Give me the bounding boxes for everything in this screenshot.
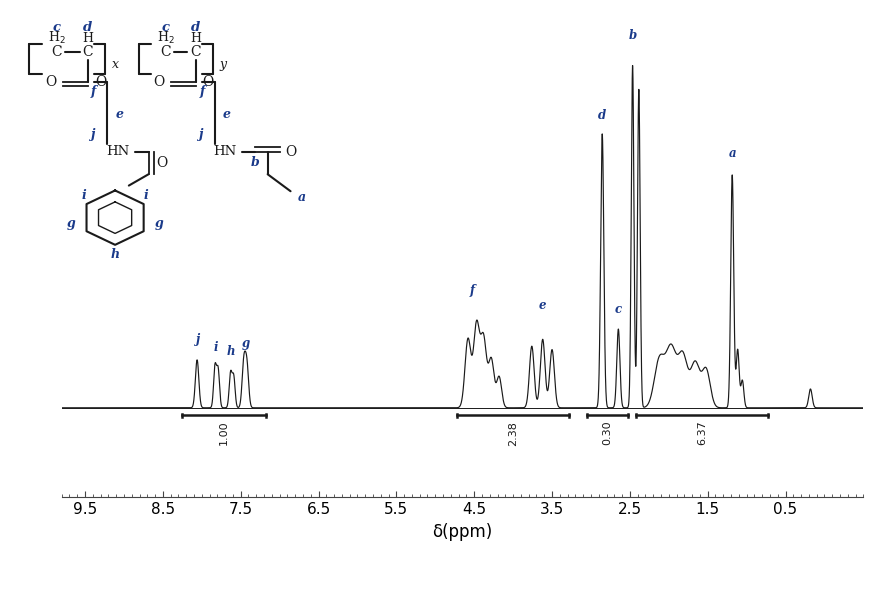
Text: f: f	[91, 86, 96, 98]
Text: a: a	[729, 147, 736, 160]
Text: h: h	[110, 248, 120, 261]
Text: d: d	[83, 20, 93, 34]
Text: g: g	[241, 337, 249, 350]
Text: h: h	[226, 344, 235, 358]
Text: HN: HN	[213, 145, 237, 158]
Text: O: O	[95, 75, 106, 89]
Text: g: g	[154, 217, 163, 230]
Text: a: a	[298, 191, 306, 204]
Text: j: j	[198, 128, 203, 141]
Text: C: C	[52, 44, 63, 59]
Text: O: O	[203, 75, 214, 89]
Text: d: d	[191, 20, 200, 34]
Text: j: j	[90, 128, 94, 141]
Text: O: O	[45, 75, 56, 89]
Text: c: c	[615, 302, 622, 316]
Text: x: x	[112, 58, 119, 71]
Text: O: O	[157, 156, 168, 170]
Text: b: b	[251, 156, 260, 170]
Text: f: f	[199, 86, 204, 98]
Text: i: i	[213, 341, 218, 354]
Text: e: e	[222, 108, 231, 121]
Text: e: e	[115, 108, 123, 121]
Text: H: H	[82, 32, 93, 45]
Text: e: e	[539, 299, 546, 312]
Text: C: C	[160, 44, 171, 59]
Text: O: O	[153, 75, 165, 89]
X-axis label: δ(ppm): δ(ppm)	[433, 522, 492, 540]
Text: O: O	[285, 144, 296, 159]
Text: H$_2$: H$_2$	[48, 31, 66, 47]
Text: j: j	[196, 333, 200, 346]
Text: HN: HN	[107, 145, 130, 158]
Text: C: C	[190, 44, 201, 59]
Text: c: c	[53, 20, 61, 34]
Text: 0.30: 0.30	[603, 420, 612, 445]
Text: g: g	[67, 217, 76, 230]
Text: b: b	[628, 29, 637, 42]
Text: H: H	[190, 32, 201, 45]
Text: y: y	[219, 58, 226, 71]
Text: f: f	[470, 284, 475, 297]
Text: d: d	[598, 109, 606, 122]
Text: H$_2$: H$_2$	[157, 31, 174, 47]
Text: C: C	[82, 44, 93, 59]
Text: i: i	[144, 189, 149, 201]
Text: 1.00: 1.00	[219, 420, 229, 445]
Text: 2.38: 2.38	[508, 420, 518, 446]
Text: i: i	[82, 189, 86, 201]
Text: c: c	[161, 20, 169, 34]
Text: 6.37: 6.37	[697, 420, 707, 446]
